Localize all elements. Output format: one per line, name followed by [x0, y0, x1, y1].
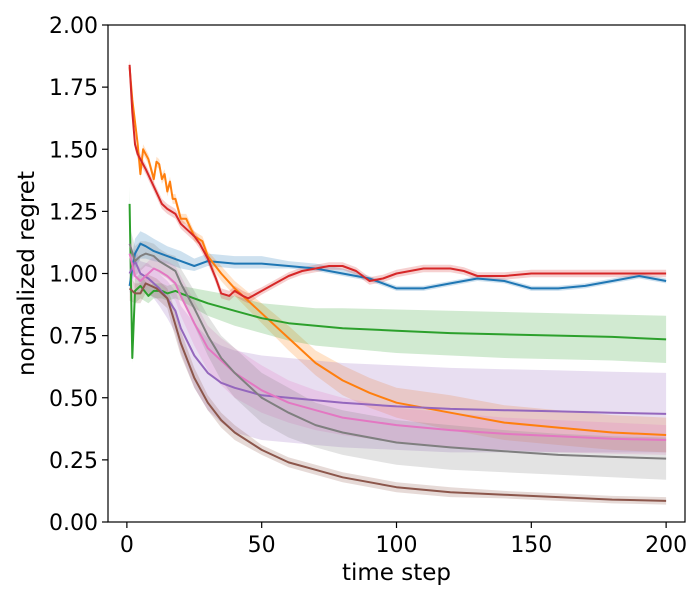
x-tick-label: 50: [248, 533, 276, 558]
y-tick-label: 1.75: [49, 76, 98, 101]
x-axis-ticks: 0 50 100 150 200: [120, 522, 687, 558]
y-tick-label: 2.00: [49, 14, 98, 39]
line-brown: [128, 282, 667, 502]
band-purple: [129, 248, 667, 453]
y-tick-label: 1.00: [49, 263, 98, 288]
y-tick-label: 1.50: [49, 138, 98, 163]
line-orange: [128, 67, 667, 436]
line-red: [128, 64, 667, 300]
y-tick-label: 0.00: [49, 511, 98, 536]
line-gray: [128, 243, 667, 460]
band-blue: [129, 231, 667, 294]
line-green: [128, 203, 667, 359]
y-tick-label: 1.25: [49, 200, 98, 225]
y-tick-label: 0.75: [49, 325, 98, 350]
band-brown: [129, 273, 667, 505]
x-tick-label: 0: [120, 533, 134, 558]
x-tick-label: 200: [645, 533, 687, 558]
y-axis-label: normalized regret: [14, 171, 40, 376]
x-tick-label: 100: [376, 533, 418, 558]
y-tick-label: 0.50: [49, 387, 98, 412]
y-tick-label: 0.25: [49, 449, 98, 474]
series-lines: [128, 64, 667, 502]
y-axis-ticks: 0.00 0.25 0.50 0.75 1.00 1.25 1.50 1.75 2.00: [49, 14, 108, 536]
line-pink: [128, 253, 667, 441]
x-tick-label: 150: [510, 533, 552, 558]
band-pink: [129, 238, 667, 455]
line-purple: [128, 260, 667, 415]
band-gray: [129, 226, 667, 480]
x-axis-label: time step: [342, 560, 451, 586]
